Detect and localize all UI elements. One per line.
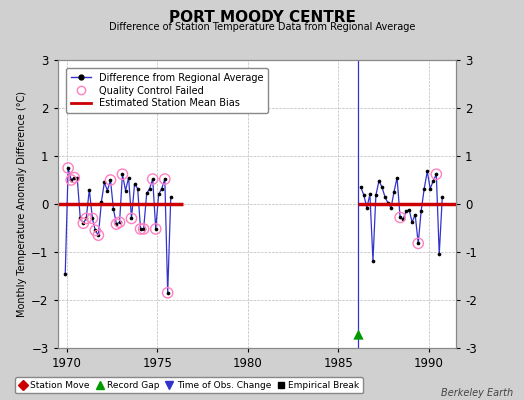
Point [127,215,136,222]
Point [106,177,115,183]
Point [70,174,79,181]
Point [163,290,172,296]
Text: PORT MOODY CENTRE: PORT MOODY CENTRE [169,10,355,25]
Point [88,215,96,222]
Point [381,194,389,200]
Point [67,177,75,183]
Point [94,232,103,238]
Point [64,165,72,171]
Point [393,174,401,181]
Point [357,184,365,190]
Point [139,226,148,232]
Point [112,221,121,227]
Point [82,215,91,222]
Point [414,240,422,246]
Point [94,232,103,238]
Point [115,219,124,226]
Point [163,290,172,296]
Point [109,206,117,212]
Point [127,215,136,222]
Point [429,178,438,184]
Point [85,186,93,193]
Point [148,176,157,182]
Point [106,177,115,183]
Point [64,165,72,171]
Point [134,186,142,192]
Point [369,258,377,264]
Point [161,176,169,182]
Point [161,176,169,182]
Point [408,219,416,226]
Text: Difference of Station Temperature Data from Regional Average: Difference of Station Temperature Data f… [109,22,415,32]
Point [366,191,374,198]
Point [155,191,163,198]
Point [79,220,88,226]
Point [100,179,108,186]
Point [139,226,148,232]
Point [112,221,121,227]
Point [130,181,139,187]
Point [88,215,96,222]
Point [118,171,127,178]
Point [61,270,70,277]
Point [91,227,100,234]
Point [390,189,398,195]
Point [97,198,106,205]
Point [91,227,100,234]
Point [115,219,124,226]
Point [122,187,130,194]
Point [411,211,419,218]
Point [438,194,446,200]
Point [136,226,145,232]
Point [148,176,157,182]
Point [124,174,133,181]
Point [426,186,434,192]
Point [167,194,175,200]
Point [396,214,405,221]
Y-axis label: Monthly Temperature Anomaly Difference (°C): Monthly Temperature Anomaly Difference (… [17,91,27,317]
Point [79,220,88,226]
Point [118,171,127,178]
Point [432,171,441,178]
Point [70,174,79,181]
Point [73,174,81,181]
Point [435,251,443,258]
Point [145,186,154,192]
Point [420,186,429,192]
Point [405,206,413,213]
Point [354,330,362,337]
Point [151,226,160,232]
Point [363,205,371,211]
Point [375,178,383,184]
Point [136,226,145,232]
Legend: Difference from Regional Average, Quality Control Failed, Estimated Station Mean: Difference from Regional Average, Qualit… [67,68,268,113]
Point [387,205,395,211]
Point [378,184,386,190]
Point [76,215,84,222]
Legend: Station Move, Record Gap, Time of Obs. Change, Empirical Break: Station Move, Record Gap, Time of Obs. C… [15,377,363,394]
Point [82,215,91,222]
Point [396,214,405,221]
Point [432,171,441,178]
Point [103,187,112,194]
Point [384,200,392,206]
Point [399,216,407,222]
Point [67,177,75,183]
Point [158,186,166,192]
Point [402,208,410,214]
Point [372,192,380,198]
Point [417,208,425,214]
Point [143,190,151,197]
Text: Berkeley Earth: Berkeley Earth [441,388,514,398]
Point [414,240,422,246]
Point [151,226,160,232]
Point [423,168,431,174]
Point [360,192,368,198]
